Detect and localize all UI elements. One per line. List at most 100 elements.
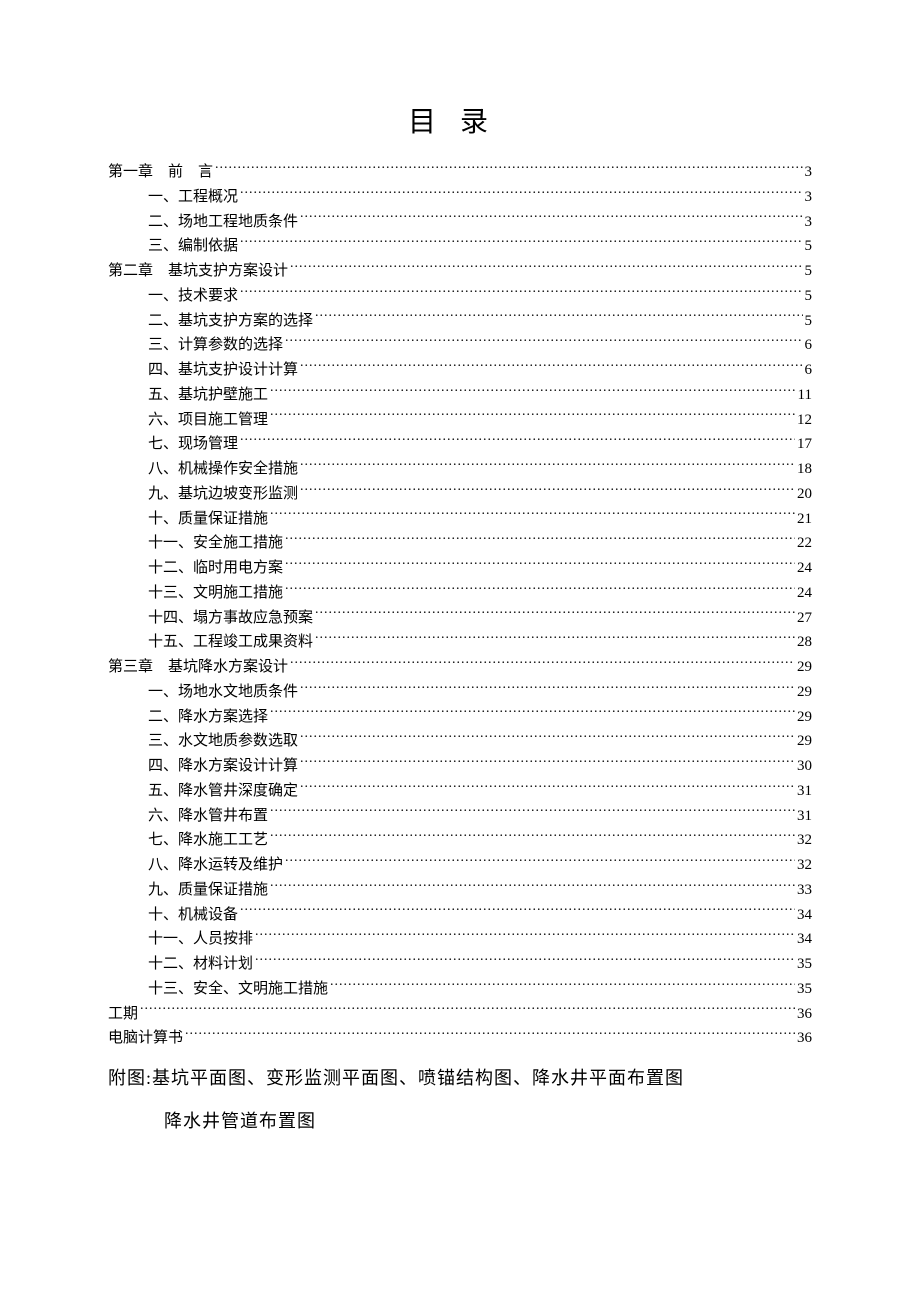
toc-leader-dots (270, 879, 795, 894)
toc-entry: 第三章 基坑降水方案设计29 (108, 655, 812, 680)
toc-entry-label: 三、编制依据 (148, 234, 238, 259)
toc-entry: 四、基坑支护设计计算 6 (108, 358, 812, 383)
toc-entry-page: 3 (805, 210, 813, 235)
toc-entry: 三、计算参数的选择6 (108, 333, 812, 358)
toc-entry-label: 四、基坑支护设计计算 (148, 358, 298, 383)
toc-entry-page: 30 (797, 754, 812, 779)
toc-entry-page: 12 (797, 408, 812, 433)
toc-entry-page: 18 (797, 457, 812, 482)
toc-entry-label: 二、降水方案选择 (148, 705, 268, 730)
toc-leader-dots (315, 631, 795, 646)
appendix-line-2: 降水井管道布置图 (108, 1100, 812, 1143)
toc-entry-label: 一、技术要求 (148, 284, 238, 309)
toc-entry: 十二、材料计划35 (108, 952, 812, 977)
toc-entry: 三、水文地质参数选取29 (108, 729, 812, 754)
toc-entry-label: 六、项目施工管理 (148, 408, 268, 433)
toc-title: 目录 (108, 100, 812, 140)
toc-entry: 十一、人员按排 34 (108, 927, 812, 952)
toc-entry-page: 36 (797, 1002, 812, 1027)
toc-entry-label: 工期 (108, 1002, 138, 1027)
toc-entry-page: 3 (805, 185, 813, 210)
toc-entry-page: 32 (797, 853, 812, 878)
toc-entry-label: 十二、材料计划 (148, 952, 253, 977)
toc-entry-label: 一、场地水文地质条件 (148, 680, 298, 705)
toc-leader-dots (285, 532, 795, 547)
toc-entry: 一、场地水文地质条件 29 (108, 680, 812, 705)
toc-leader-dots (185, 1027, 795, 1042)
toc-entry-page: 5 (805, 259, 813, 284)
toc-entry-label: 九、基坑边坡变形监测 (148, 482, 298, 507)
toc-entry-page: 32 (797, 828, 812, 853)
toc-leader-dots (255, 928, 795, 943)
toc-entry-page: 31 (797, 804, 812, 829)
toc-entry-label: 七、现场管理 (148, 432, 238, 457)
toc-entry: 一、技术要求5 (108, 284, 812, 309)
toc-leader-dots (240, 285, 802, 300)
toc-entry: 三、编制依据5 (108, 234, 812, 259)
toc-entry: 四、降水方案设计计算 30 (108, 754, 812, 779)
toc-entry-page: 33 (797, 878, 812, 903)
toc-entry-label: 十一、人员按排 (148, 927, 253, 952)
toc-entry: 十三、文明施工措施 24 (108, 581, 812, 606)
toc-entry-page: 28 (797, 630, 812, 655)
toc-leader-dots (300, 211, 802, 226)
toc-leader-dots (300, 730, 795, 745)
toc-leader-dots (285, 854, 795, 869)
toc-entry: 二、基坑支护方案的选择5 (108, 309, 812, 334)
toc-entry: 二、场地工程地质条件 3 (108, 210, 812, 235)
toc-entry-label: 四、降水方案设计计算 (148, 754, 298, 779)
toc-entry-page: 17 (797, 432, 812, 457)
toc-entry: 九、质量保证措施33 (108, 878, 812, 903)
toc-entry-label: 十一、安全施工措施 (148, 531, 283, 556)
toc-entry: 二、降水方案选择29 (108, 705, 812, 730)
toc-entry-page: 11 (798, 383, 812, 408)
toc-entry: 第二章 基坑支护方案设计5 (108, 259, 812, 284)
toc-entry-page: 34 (797, 903, 812, 928)
toc-entry-label: 六、降水管井布置 (148, 804, 268, 829)
toc-entry: 八、机械操作安全措施 18 (108, 457, 812, 482)
toc-entry-page: 22 (797, 531, 812, 556)
toc-entry-page: 34 (797, 927, 812, 952)
toc-entry-page: 21 (797, 507, 812, 532)
toc-entry-label: 二、场地工程地质条件 (148, 210, 298, 235)
toc-leader-dots (215, 161, 802, 176)
toc-list: 第一章 前 言3一、工程概况3二、场地工程地质条件3三、编制依据5第二章 基坑支… (108, 160, 812, 1051)
toc-leader-dots (240, 904, 795, 919)
toc-leader-dots (240, 433, 795, 448)
toc-entry: 电脑计算书36 (108, 1026, 812, 1051)
toc-entry-page: 24 (797, 581, 812, 606)
toc-entry-label: 十、机械设备 (148, 903, 238, 928)
toc-entry-page: 29 (797, 655, 812, 680)
toc-leader-dots (270, 508, 795, 523)
toc-leader-dots (285, 334, 802, 349)
toc-entry: 第一章 前 言3 (108, 160, 812, 185)
toc-entry-label: 八、机械操作安全措施 (148, 457, 298, 482)
toc-entry: 八、降水运转及维护32 (108, 853, 812, 878)
toc-entry-page: 6 (805, 333, 813, 358)
toc-entry-page: 6 (805, 358, 813, 383)
toc-leader-dots (300, 681, 795, 696)
toc-leader-dots (330, 978, 795, 993)
toc-entry: 六、降水管井布置 31 (108, 804, 812, 829)
toc-leader-dots (290, 260, 802, 275)
toc-entry: 七、降水施工工艺32 (108, 828, 812, 853)
toc-entry-label: 五、基坑护壁施工 (148, 383, 268, 408)
toc-entry: 十、质量保证措施21 (108, 507, 812, 532)
toc-entry-page: 29 (797, 680, 812, 705)
toc-entry-label: 十四、塌方事故应急预案 (148, 606, 313, 631)
toc-entry-page: 24 (797, 556, 812, 581)
toc-entry: 十五、工程竣工成果资料 28 (108, 630, 812, 655)
toc-entry-label: 三、水文地质参数选取 (148, 729, 298, 754)
toc-entry: 六、项目施工管理 12 (108, 408, 812, 433)
toc-entry-label: 五、降水管井深度确定 (148, 779, 298, 804)
toc-entry-label: 电脑计算书 (108, 1026, 183, 1051)
toc-entry-label: 十三、安全、文明施工措施 (148, 977, 328, 1002)
toc-entry-label: 十五、工程竣工成果资料 (148, 630, 313, 655)
toc-entry-label: 十三、文明施工措施 (148, 581, 283, 606)
toc-leader-dots (300, 780, 795, 795)
toc-leader-dots (240, 235, 802, 250)
toc-entry: 十四、塌方事故应急预案27 (108, 606, 812, 631)
toc-entry-label: 第一章 前 言 (108, 160, 213, 185)
appendix-line-1: 附图:基坑平面图、变形监测平面图、喷锚结构图、降水井平面布置图 (108, 1057, 812, 1100)
toc-entry: 五、降水管井深度确定31 (108, 779, 812, 804)
